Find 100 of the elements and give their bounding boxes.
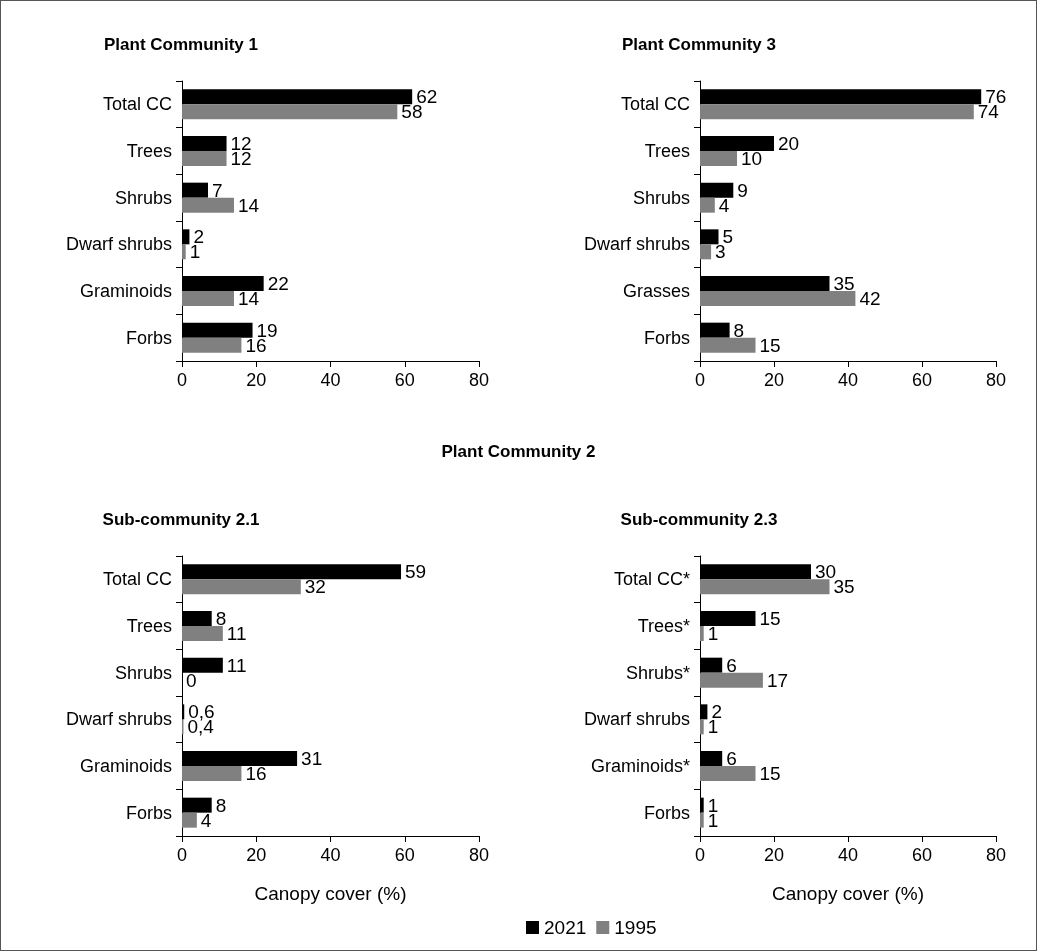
y-tick-label: Forbs bbox=[125, 802, 172, 823]
x-tick-label: 0 bbox=[176, 370, 188, 390]
bar bbox=[700, 244, 712, 260]
data-label: 35 bbox=[833, 576, 855, 598]
chart-title: Plant Community 3 bbox=[622, 35, 776, 54]
y-tick-label: Graminoids* bbox=[590, 756, 690, 776]
bar bbox=[700, 626, 704, 641]
y-tick-label: Forbs bbox=[125, 327, 172, 348]
bar bbox=[182, 197, 234, 213]
x-tick-label: 0 bbox=[694, 845, 706, 865]
x-tick-label: 40 bbox=[320, 370, 341, 390]
x-tick-label: 20 bbox=[763, 370, 785, 390]
text: Plant Community 2 bbox=[441, 442, 596, 461]
bar bbox=[700, 151, 737, 166]
data-label: 7 bbox=[211, 179, 223, 201]
bar bbox=[182, 579, 301, 595]
data-label: 14 bbox=[237, 194, 260, 216]
y-tick-label: Dwarf shrubs bbox=[65, 709, 172, 730]
data-label: 9 bbox=[737, 179, 748, 201]
bar bbox=[182, 812, 197, 828]
bar bbox=[700, 197, 715, 213]
y-tick-label: Shrubs bbox=[114, 662, 172, 683]
y-tick-label: Trees bbox=[644, 141, 690, 161]
bar bbox=[700, 672, 763, 688]
data-label: 6 bbox=[726, 654, 737, 676]
y-tick-label: Total CC bbox=[620, 94, 690, 115]
data-label: 15 bbox=[759, 334, 781, 356]
x-tick-label: 80 bbox=[468, 845, 490, 865]
y-tick-label: Dwarf shrubs bbox=[583, 709, 690, 730]
legend-label: 1995 bbox=[614, 917, 657, 938]
x-tick-label: 60 bbox=[394, 370, 415, 390]
y-tick-label: Total CC bbox=[102, 94, 172, 115]
data-label: 14 bbox=[237, 288, 260, 309]
data-label: 42 bbox=[859, 288, 881, 309]
y-tick-label: Shrubs* bbox=[625, 662, 690, 683]
bar bbox=[182, 626, 223, 641]
x-tick-label: 40 bbox=[837, 370, 859, 390]
chart-title: Sub-community 2.3 bbox=[620, 510, 778, 529]
bar bbox=[700, 766, 756, 781]
y-tick-label: Graminoids bbox=[79, 756, 172, 776]
data-label: 11 bbox=[226, 654, 247, 676]
x-tick-label: 80 bbox=[985, 370, 1007, 390]
y-tick-label: Total CC bbox=[102, 569, 172, 590]
x-axis-title: Canopy cover (%) bbox=[254, 883, 407, 904]
x-tick-label: 40 bbox=[837, 845, 859, 865]
y-tick-label: Shrubs bbox=[114, 187, 172, 208]
y-tick-label: Trees* bbox=[637, 616, 690, 636]
x-tick-label: 0 bbox=[694, 370, 706, 390]
y-tick-label: Trees bbox=[126, 141, 172, 161]
x-tick-label: 80 bbox=[985, 845, 1007, 865]
bar bbox=[182, 291, 234, 306]
x-tick-label: 20 bbox=[246, 845, 267, 865]
bar bbox=[700, 104, 974, 120]
data-label: 59 bbox=[405, 561, 427, 583]
bar bbox=[700, 719, 704, 735]
data-label: 8 bbox=[215, 794, 227, 816]
bar bbox=[182, 104, 398, 120]
x-tick-label: 20 bbox=[246, 370, 267, 390]
bar bbox=[182, 151, 227, 166]
bar bbox=[700, 337, 756, 353]
bar bbox=[700, 812, 704, 828]
y-tick-label: Forbs bbox=[643, 327, 690, 348]
bar bbox=[182, 766, 242, 781]
y-tick-label: Trees bbox=[126, 616, 172, 636]
x-tick-label: 80 bbox=[468, 370, 490, 390]
x-tick-label: 40 bbox=[320, 845, 341, 865]
data-label: 15 bbox=[759, 608, 781, 629]
data-label: 6 bbox=[726, 748, 737, 769]
data-label: 32 bbox=[304, 576, 326, 598]
y-tick-label: Forbs bbox=[643, 802, 690, 823]
data-label: 20 bbox=[778, 133, 800, 154]
data-label: 16 bbox=[245, 763, 267, 784]
y-tick-label: Dwarf shrubs bbox=[583, 234, 690, 255]
legend-label: 2021 bbox=[544, 917, 587, 938]
bar bbox=[700, 291, 856, 306]
y-tick-label: Dwarf shrubs bbox=[65, 234, 172, 255]
data-label: 4 bbox=[200, 809, 212, 831]
data-label: 17 bbox=[766, 669, 789, 691]
x-tick-label: 60 bbox=[394, 845, 415, 865]
y-tick-label: Grasses bbox=[622, 281, 690, 301]
data-label: 0 bbox=[186, 669, 197, 691]
x-tick-label: 60 bbox=[911, 845, 933, 865]
y-tick-label: Shrubs bbox=[632, 187, 690, 208]
chart-title: Plant Community 1 bbox=[104, 35, 258, 54]
data-label: 15 bbox=[759, 763, 781, 784]
bar bbox=[700, 579, 830, 595]
data-label: 4 bbox=[718, 194, 730, 216]
bar bbox=[182, 337, 242, 353]
y-tick-label: Graminoids bbox=[79, 281, 172, 301]
data-label: 1 bbox=[707, 623, 719, 644]
x-tick-label: 20 bbox=[763, 845, 785, 865]
data-label: 22 bbox=[267, 273, 289, 294]
bar bbox=[182, 244, 186, 260]
x-tick-label: 60 bbox=[911, 370, 933, 390]
x-axis-title: Canopy cover (%) bbox=[771, 883, 925, 904]
data-label: 8 bbox=[733, 319, 745, 341]
y-tick-label: Total CC* bbox=[613, 569, 690, 590]
x-tick-label: 0 bbox=[176, 845, 188, 865]
data-label: 35 bbox=[833, 273, 855, 294]
data-label: 11 bbox=[226, 623, 247, 644]
